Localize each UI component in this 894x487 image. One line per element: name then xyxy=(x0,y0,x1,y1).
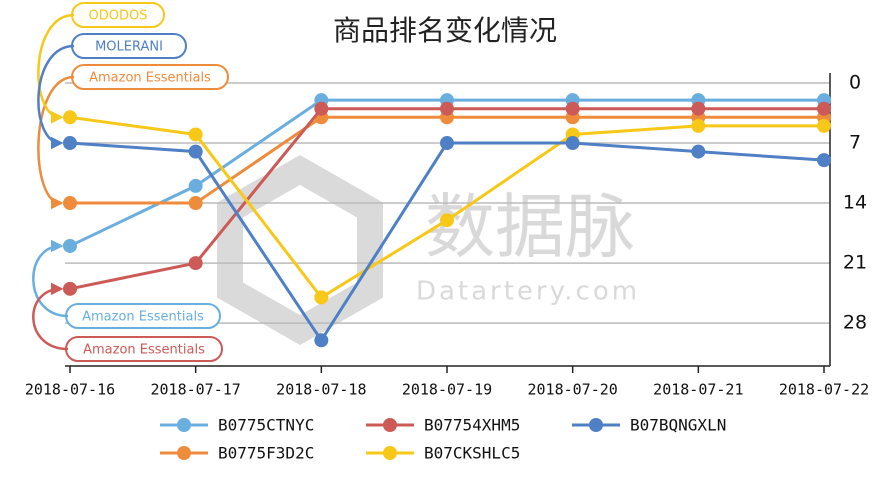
legend-marker xyxy=(177,446,191,460)
annotation-arrow xyxy=(37,13,75,124)
data-point xyxy=(63,238,77,253)
data-point xyxy=(63,281,77,296)
annotation-text: Amazon Essentials xyxy=(83,343,205,358)
x-tick-label: 2018-07-18 xyxy=(276,381,366,399)
y-tick-label: 28 xyxy=(843,312,867,334)
data-point xyxy=(817,101,831,116)
watermark-text: 数据脉 xyxy=(425,186,635,268)
data-point xyxy=(440,101,454,116)
annotation-text: ODODOS xyxy=(89,9,148,24)
x-tick-label: 2018-07-21 xyxy=(653,381,743,399)
legend-label: B07CKSHLC5 xyxy=(424,444,520,463)
watermark-text: Datartery.com xyxy=(416,277,640,307)
x-tick-label: 2018-07-19 xyxy=(402,381,492,399)
data-point xyxy=(63,136,77,151)
data-point xyxy=(63,196,77,211)
legend-marker xyxy=(383,446,397,460)
y-tick-label: 14 xyxy=(843,192,867,214)
data-point xyxy=(817,118,831,133)
data-point xyxy=(188,256,203,271)
annotation-text: Amazon Essentials xyxy=(82,310,204,325)
legend-label: B0775CTNYC xyxy=(218,416,314,435)
annotation-text: MOLERANI xyxy=(95,40,163,55)
annotation-text: Amazon Essentials xyxy=(89,71,211,86)
data-point xyxy=(314,101,329,116)
data-point xyxy=(188,178,203,193)
annotation-arrow xyxy=(37,44,75,150)
annotation-arrow xyxy=(32,239,69,318)
x-tick-label: 2018-07-22 xyxy=(779,381,869,399)
data-point xyxy=(440,213,454,228)
x-tick-label: 2018-07-20 xyxy=(528,381,618,399)
data-point xyxy=(440,136,454,151)
watermark: 数据脉 Datartery.com xyxy=(217,155,640,345)
legend-label: B07BQNGXLN xyxy=(630,416,726,435)
data-point xyxy=(188,144,203,159)
legend-marker xyxy=(383,418,397,432)
chart-title: 商品排名变化情况 xyxy=(333,14,557,47)
data-point xyxy=(188,196,203,211)
annotation-arrow xyxy=(32,282,69,351)
data-point xyxy=(691,101,706,116)
data-point xyxy=(691,144,706,159)
data-point xyxy=(314,290,329,305)
data-point xyxy=(314,333,329,348)
data-point xyxy=(817,153,831,168)
watermark-logo xyxy=(217,155,383,345)
data-point xyxy=(63,110,77,125)
y-tick-label: 7 xyxy=(849,132,861,154)
data-point xyxy=(188,127,203,142)
data-point xyxy=(691,118,706,133)
annotation-arrow xyxy=(37,75,75,210)
data-point xyxy=(565,101,580,116)
x-tick-label: 2018-07-17 xyxy=(151,381,241,399)
legend-marker xyxy=(177,418,191,432)
legend-label: B07754XHM5 xyxy=(424,416,520,435)
legend-label: B0775F3D2C xyxy=(218,444,314,463)
y-tick-label: 21 xyxy=(843,252,867,274)
x-tick-label: 2018-07-16 xyxy=(25,381,115,399)
y-tick-label: 0 xyxy=(849,72,861,94)
legend-marker xyxy=(589,418,603,432)
data-point xyxy=(565,136,580,151)
